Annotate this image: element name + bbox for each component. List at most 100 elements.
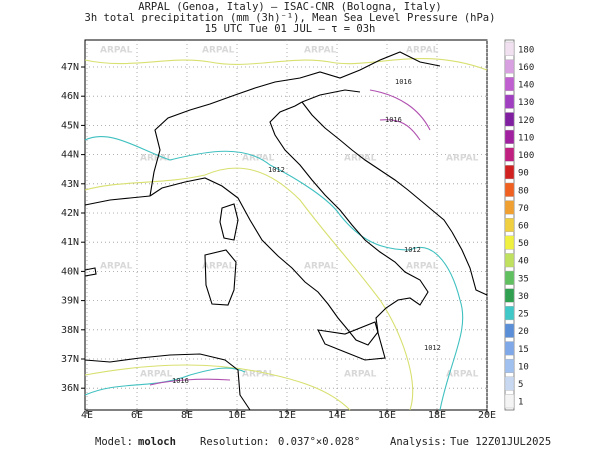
watermark: ARPAL: [304, 46, 337, 56]
lon-label: 8E: [181, 410, 193, 421]
colorbar-label: 130: [518, 98, 534, 108]
colorbar-swatch: [504, 112, 515, 127]
lat-label: 42N: [61, 208, 79, 219]
isobar-label: 1012: [268, 166, 285, 174]
isobar: [84, 58, 488, 71]
isobar-label: 1016: [395, 78, 412, 86]
footer-label: Model:: [95, 436, 133, 448]
colorbar-label: 20: [518, 327, 529, 337]
colorbar-swatch: [504, 358, 515, 373]
watermark: ARPAL: [446, 154, 479, 164]
watermark: ARPAL: [406, 262, 439, 272]
colorbar-swatch: [504, 323, 515, 338]
watermark: ARPAL: [242, 154, 275, 164]
watermark: ARPAL: [140, 370, 173, 380]
isobar: [84, 367, 246, 396]
island: [204, 249, 237, 306]
colorbar-label: 25: [518, 310, 529, 320]
footer-label: Resolution:: [200, 436, 270, 448]
colorbar-swatch: [504, 165, 515, 180]
isobar: [149, 378, 231, 386]
lon-label: 10E: [228, 410, 246, 421]
colorbar-swatch: [504, 41, 515, 56]
coastline: [84, 353, 251, 411]
map-frame: [84, 39, 488, 411]
watermark: ARPAL: [202, 46, 235, 56]
lat-label: 36N: [61, 383, 79, 394]
colorbar-label: 30: [518, 292, 529, 302]
lat-label: 38N: [61, 325, 79, 336]
colorbar-swatch: [504, 394, 515, 409]
colorbar-swatch: [504, 306, 515, 321]
isobar-label: 1016: [385, 116, 402, 124]
colorbar-swatch: [504, 182, 515, 197]
colorbar-label: 100: [518, 151, 534, 161]
isobar-label: 1012: [424, 344, 441, 352]
colorbar-label: 35: [518, 274, 529, 284]
colorbar-label: 60: [518, 222, 529, 232]
lat-label: 46N: [61, 91, 79, 102]
colorbar-swatch: [504, 341, 515, 356]
colorbar-label: 80: [518, 186, 529, 196]
lat-label: 37N: [61, 354, 79, 365]
isobar: [84, 364, 351, 411]
coastline: [451, 231, 488, 296]
lon-label: 18E: [428, 410, 446, 421]
title-line: ARPAL (Genoa, Italy) – ISAC-CNR (Bologna…: [138, 1, 441, 13]
lat-label: 41N: [61, 237, 79, 248]
isobar: [84, 135, 464, 411]
watermark: ARPAL: [202, 262, 235, 272]
footer-value: 0.037°×0.028°: [278, 436, 360, 448]
colorbar-swatch: [504, 147, 515, 162]
coastline: [84, 195, 151, 206]
title-line: 3h total precipitation (mm (3h)⁻¹), Mean…: [85, 12, 496, 24]
border: [149, 51, 441, 197]
watermark: ARPAL: [344, 154, 377, 164]
watermark: ARPAL: [344, 370, 377, 380]
colorbar-label: 140: [518, 81, 534, 91]
lon-label: 6E: [131, 410, 143, 421]
colorbar-label: 70: [518, 204, 529, 214]
coastline: [149, 101, 429, 346]
colorbar-swatch: [504, 288, 515, 303]
colorbar-label: 50: [518, 239, 529, 249]
colorbar: 1510152025303540506070809010011012013014…: [504, 39, 534, 411]
colorbar-swatch: [504, 77, 515, 92]
watermark: ARPAL: [140, 154, 173, 164]
colorbar-swatch: [504, 94, 515, 109]
lat-label: 40N: [61, 266, 79, 277]
lon-label: 4E: [81, 410, 93, 421]
colorbar-label: 5: [518, 380, 523, 390]
lat-label: 44N: [61, 150, 79, 161]
colorbar-label: 10: [518, 362, 529, 372]
lon-label: 14E: [328, 410, 346, 421]
colorbar-label: 90: [518, 169, 529, 179]
island: [317, 321, 386, 361]
watermark: ARPAL: [242, 370, 275, 380]
colorbar-swatch: [504, 376, 515, 391]
colorbar-swatch: [504, 217, 515, 233]
lat-label: 43N: [61, 179, 79, 190]
colorbar-swatch: [504, 270, 515, 285]
colorbar-swatch: [504, 59, 515, 74]
colorbar-label: 40: [518, 257, 529, 267]
colorbar-label: 1: [518, 398, 523, 408]
coastline: [84, 267, 97, 277]
isobar-label: 1016: [172, 377, 189, 385]
lat-label: 47N: [61, 62, 79, 73]
colorbar-label: 180: [518, 45, 534, 55]
map: 47N 46N 45N 44N 43N 42N 41N 40N 39N 38N 37N 36N 4E 6E…: [61, 39, 496, 421]
footer-value: Tue 12Z01JUL2025: [450, 436, 551, 448]
colorbar-swatch: [504, 200, 515, 215]
colorbar-swatch: [504, 253, 515, 268]
lon-label: 16E: [378, 410, 396, 421]
lat-label: 45N: [61, 120, 79, 131]
colorbar-label: 15: [518, 345, 529, 355]
isobar: [369, 89, 431, 141]
isobar-label: 1012: [404, 246, 421, 254]
island: [219, 203, 239, 241]
coastline: [301, 101, 453, 233]
lat-label: 39N: [61, 296, 79, 307]
isobar: [84, 167, 414, 411]
